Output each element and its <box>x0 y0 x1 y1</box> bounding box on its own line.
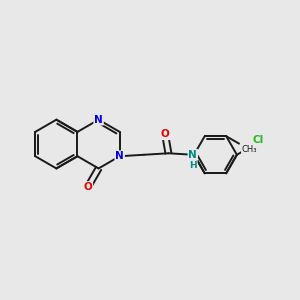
Text: O: O <box>83 182 92 192</box>
Text: N: N <box>94 115 103 125</box>
Text: H: H <box>190 161 197 170</box>
Text: Cl: Cl <box>253 135 264 145</box>
Text: N: N <box>188 150 197 160</box>
Text: CH₃: CH₃ <box>242 145 257 154</box>
Text: N: N <box>115 151 124 161</box>
Text: O: O <box>161 129 170 139</box>
